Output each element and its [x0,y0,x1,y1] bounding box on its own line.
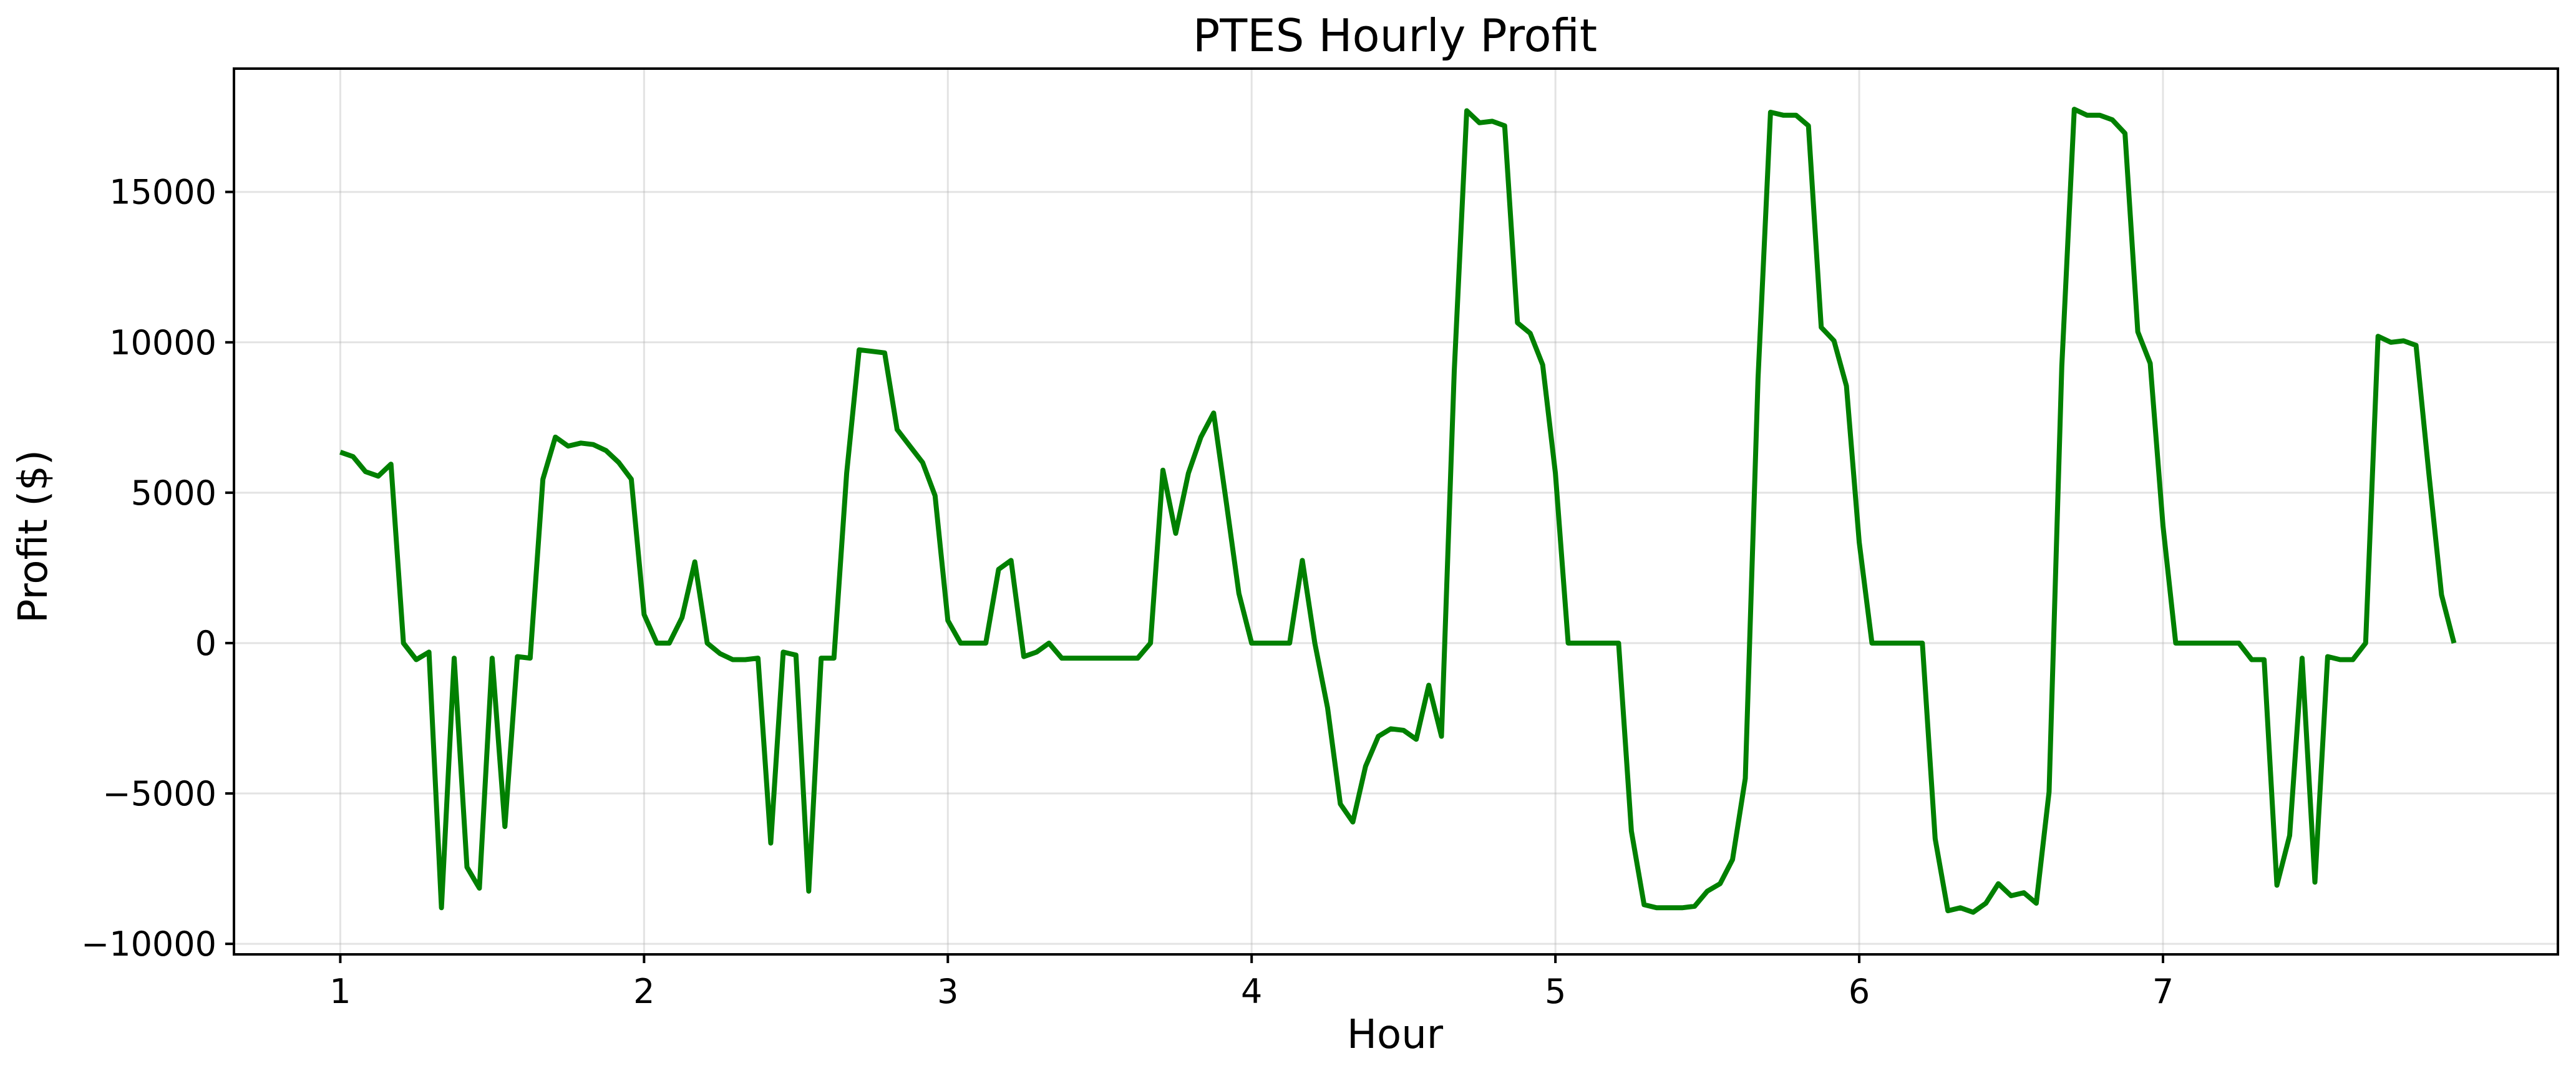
y-tick-label: −10000 [81,924,216,964]
y-tick-label: 10000 [109,323,216,362]
y-tick-label: 5000 [131,473,216,513]
x-tick-label: 4 [1241,972,1262,1011]
tick-layer: 1 2 3 4 5 6 7 −10000 −5000 0 5000 10000 15000 [81,173,2174,1011]
y-tick-label: 15000 [109,173,216,212]
profit-series-line [339,107,2457,915]
y-tick-label: −5000 [102,774,216,813]
x-tick-label: 5 [1545,972,1566,1011]
x-tick-label: 1 [329,972,351,1011]
x-tick-label: 7 [2152,972,2174,1011]
series-layer [339,107,2457,915]
y-tick-label: 0 [195,624,216,663]
x-axis-label: Hour [1347,1012,1444,1058]
x-tick-label: 6 [1849,972,1870,1011]
x-tick-label: 3 [937,972,958,1011]
chart-title: PTES Hourly Profit [1193,9,1597,62]
plot-frame [233,67,2559,956]
y-axis-label: Profit ($) [11,450,57,623]
x-tick-label: 2 [633,972,654,1011]
